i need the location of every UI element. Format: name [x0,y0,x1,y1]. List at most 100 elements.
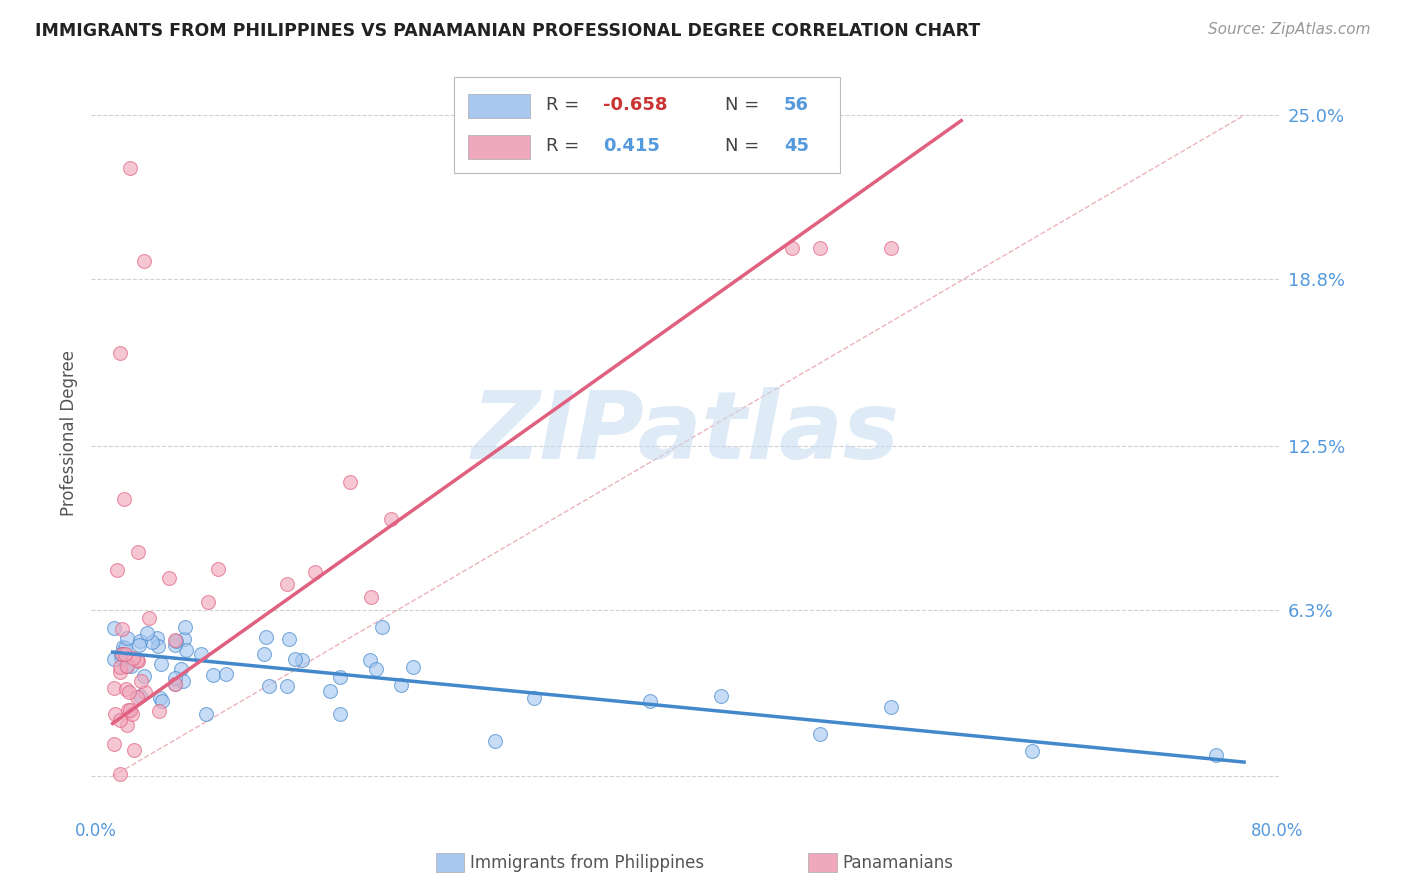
Point [380,512,402,526]
Point [165,671,187,685]
Text: 45: 45 [785,137,808,155]
Point [276,679,298,693]
Point [371,620,394,634]
Point [165,633,187,648]
FancyBboxPatch shape [454,78,839,174]
Point [256,631,278,645]
Point [339,475,361,490]
Text: -0.658: -0.658 [603,96,668,114]
Point [172,673,194,688]
Point [110,648,132,662]
Point [128,689,150,703]
Point [318,684,340,698]
Point [278,632,301,647]
Point [780,241,803,255]
Point [104,707,127,722]
Point [118,161,141,176]
Point [115,659,138,673]
Point [195,706,218,721]
Point [252,648,274,662]
Point [103,621,125,635]
Point [118,703,141,717]
Point [111,622,134,636]
Point [127,544,149,558]
Point [163,638,186,652]
Point [108,766,131,780]
Text: R =: R = [547,137,591,155]
Point [284,651,307,665]
Text: 0.415: 0.415 [603,137,661,155]
Point [207,562,229,576]
Text: ZIPatlas: ZIPatlas [471,386,900,479]
Point [257,679,280,693]
Point [329,670,352,684]
Point [129,634,152,648]
Point [128,638,150,652]
Point [148,639,170,653]
Point [163,676,186,690]
Point [359,653,381,667]
Point [108,713,131,727]
Point [111,648,134,662]
Point [364,662,387,676]
Point [879,699,901,714]
Point [110,660,132,674]
Point [114,681,136,696]
Point [879,241,901,255]
Point [114,647,136,661]
Point [150,657,173,671]
Point [173,619,195,633]
Point [1021,744,1043,758]
FancyBboxPatch shape [468,95,530,118]
Point [276,577,298,591]
Point [132,253,155,268]
Point [329,706,352,721]
Point [115,718,138,732]
Point [118,685,141,699]
Text: 80.0%: 80.0% [1250,822,1303,840]
Point [112,491,135,506]
Point [110,665,132,679]
Text: 0.0%: 0.0% [75,822,117,840]
Point [141,635,163,649]
Point [190,648,212,662]
Point [170,662,193,676]
Point [121,650,143,665]
Point [148,704,170,718]
Point [157,571,180,585]
Point [117,631,139,645]
Point [129,673,152,688]
Point [1205,748,1227,763]
Point [105,563,128,577]
Point [484,734,506,748]
Point [149,690,172,705]
Point [146,631,169,645]
Text: Immigrants from Philippines: Immigrants from Philippines [470,854,704,871]
Text: R =: R = [547,96,585,114]
Point [165,633,187,648]
Point [360,591,382,605]
Text: IMMIGRANTS FROM PHILIPPINES VS PANAMANIAN PROFESSIONAL DEGREE CORRELATION CHART: IMMIGRANTS FROM PHILIPPINES VS PANAMANIA… [35,22,980,40]
Point [117,703,139,717]
Point [103,652,125,666]
Point [215,667,238,681]
Point [638,693,661,707]
Point [122,743,145,757]
Point [197,595,219,609]
Point [125,690,148,704]
Point [150,694,173,708]
Bar [808,853,837,872]
Text: N =: N = [724,137,765,155]
Point [202,667,225,681]
Text: N =: N = [724,96,765,114]
Point [134,684,156,698]
Y-axis label: Professional Degree: Professional Degree [59,350,77,516]
Point [291,653,314,667]
Point [114,658,136,673]
Text: 56: 56 [785,96,808,114]
Point [710,689,733,703]
Text: Panamanians: Panamanians [842,854,953,871]
Point [103,681,125,696]
Point [121,707,143,722]
Point [114,640,136,655]
